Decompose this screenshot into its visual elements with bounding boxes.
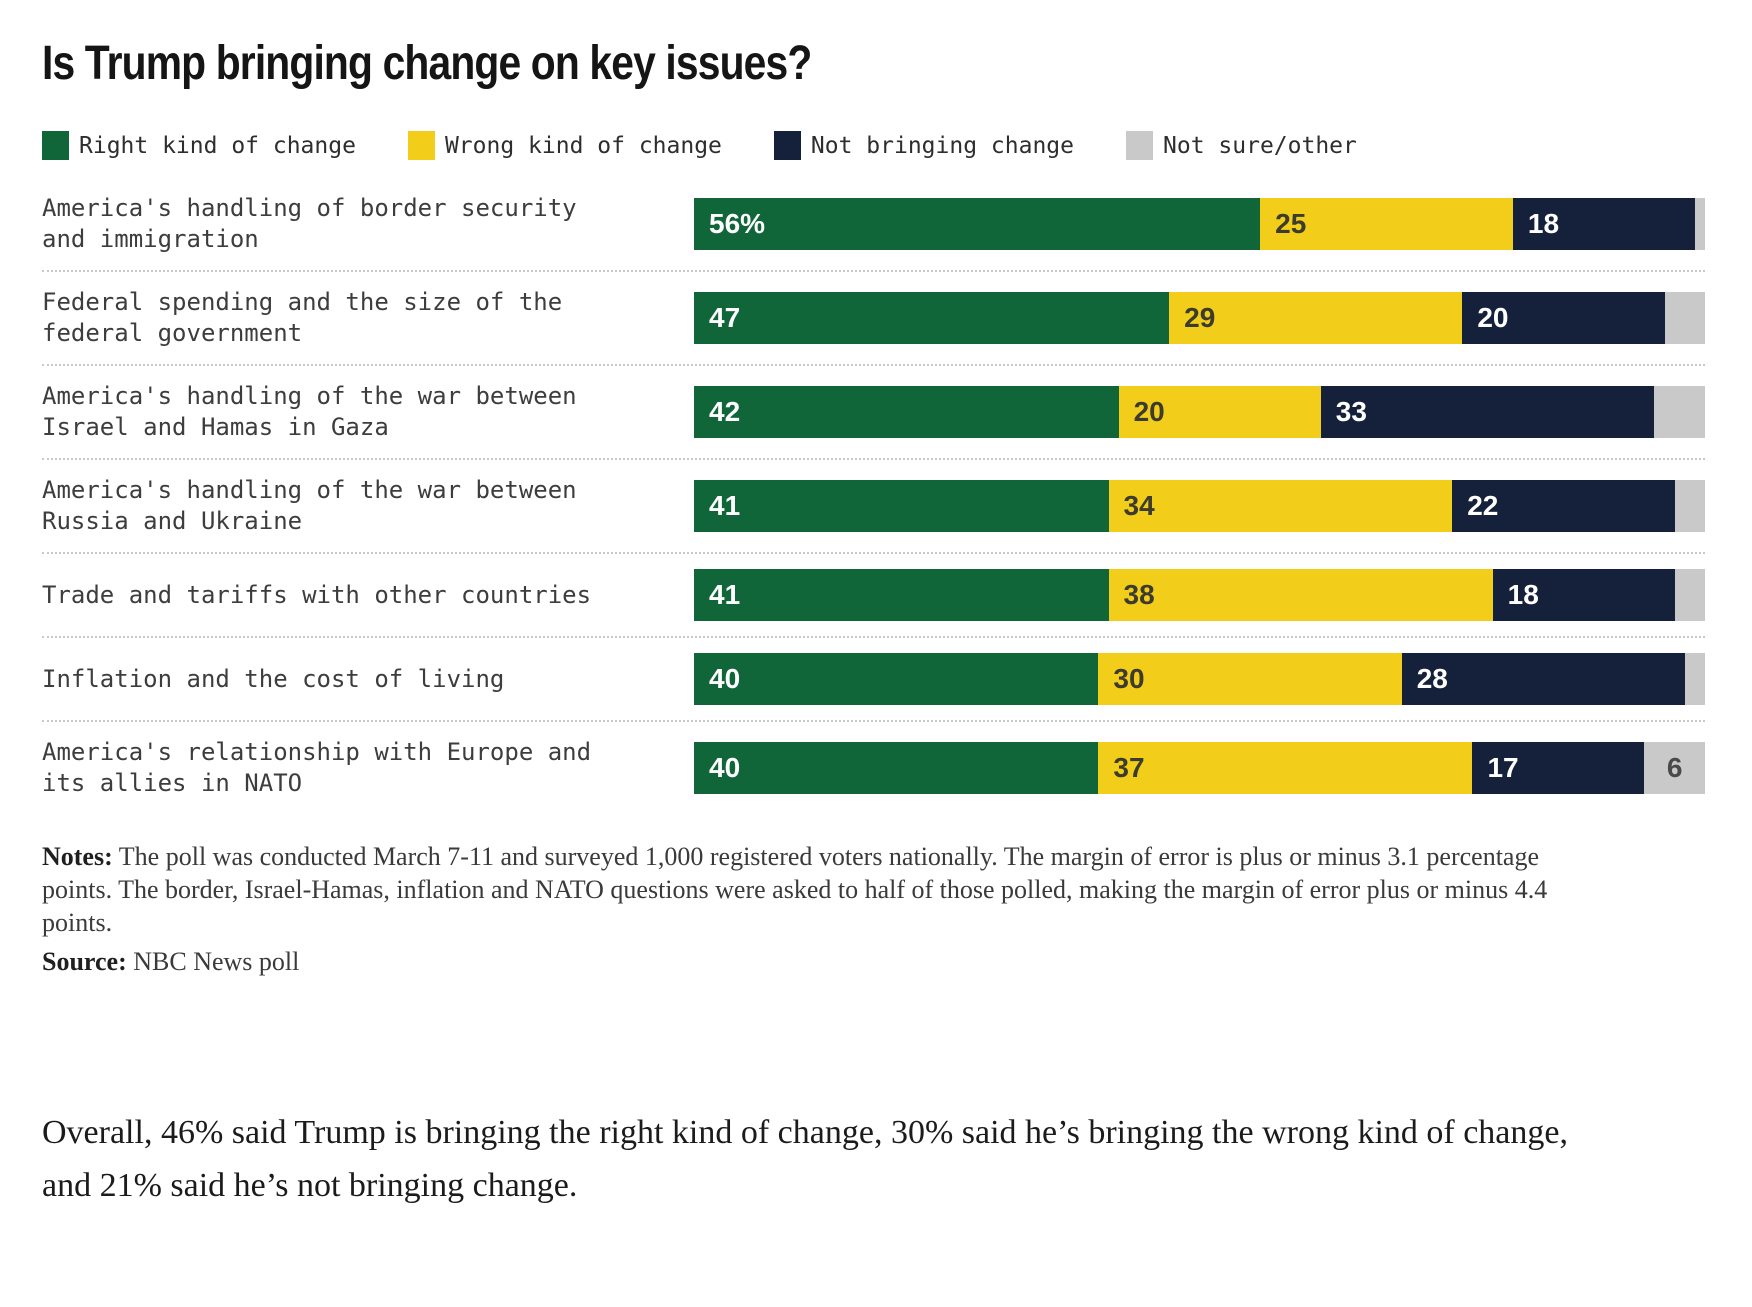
bar-segment-wrong-kind: 34 [1108, 480, 1453, 532]
segment-value-label: 40 [709, 663, 741, 694]
bar-segment-wrong-kind: 30 [1098, 653, 1402, 705]
chart-row-inflation: Inflation and the cost of living 40 30 2… [42, 636, 1705, 720]
bar-segment-wrong-kind: 37 [1098, 742, 1473, 794]
legend-item-wrong-kind-of-change: Wrong kind of change [407, 131, 722, 160]
bar-segment-wrong-kind: 29 [1169, 292, 1463, 344]
stacked-bar: 41 38 18 [694, 569, 1705, 621]
bar-segment-not-bringing: 18 [1492, 569, 1675, 621]
bar-segment-wrong-kind: 25 [1260, 198, 1513, 250]
segment-value-label: 28 [1416, 663, 1448, 694]
row-label: Federal spending and the size of the fed… [42, 288, 563, 347]
segment-value-label: 41 [709, 490, 741, 521]
bar-segment-not-bringing: 17 [1472, 742, 1645, 794]
bar-segment-not-bringing: 33 [1320, 386, 1655, 438]
bar-segment-not-bringing: 28 [1401, 653, 1685, 705]
legend-item-right-kind-of-change: Right kind of change [42, 131, 356, 160]
row-label: America's handling of the war between Is… [42, 382, 577, 441]
segment-value-label: 41 [709, 579, 741, 610]
bar-segment-not-sure [1664, 292, 1705, 344]
bar-segment-not-bringing: 18 [1512, 198, 1695, 250]
stacked-bar-chart: America's handling of border security an… [42, 178, 1705, 814]
stacked-bar: 41 34 22 [694, 480, 1705, 532]
source-text: Source: NBC News poll [42, 947, 300, 976]
legend-item-not-bringing-change: Not bringing change [773, 131, 1075, 160]
segment-value-label: 18 [1527, 208, 1560, 239]
segment-value-label: 17 [1487, 752, 1519, 783]
notes-label: Notes: [42, 842, 113, 871]
segment-value-label: 30 [1113, 663, 1145, 694]
segment-value-label: 42 [709, 396, 741, 427]
row-label: America's relationship with Europe and i… [42, 738, 592, 797]
row-label: America's handling of the war between Ru… [42, 476, 577, 535]
chart-row-border-security: America's handling of border security an… [42, 178, 1705, 270]
bar-segment-not-bringing: 20 [1462, 292, 1665, 344]
legend-label: Right kind of change [79, 132, 356, 159]
segment-value-label: 37 [1113, 752, 1145, 783]
stacked-bar: 40 37 17 6 [694, 742, 1705, 794]
segment-value-label: 18 [1507, 579, 1539, 610]
bar-segment-not-sure [1684, 653, 1705, 705]
segment-value-label: 25 [1275, 208, 1307, 239]
notes-block: Notes: The poll was conducted March 7-11… [42, 840, 1557, 978]
segment-value-label: 29 [1184, 302, 1216, 333]
chart-row-israel-hamas: America's handling of the war between Is… [42, 364, 1705, 458]
segment-value-label: 56% [709, 208, 766, 239]
legend-item-not-sure-other: Not sure/other [1126, 131, 1357, 160]
chart-row-nato: America's relationship with Europe and i… [42, 720, 1705, 814]
legend-swatch-navy [773, 131, 801, 160]
row-label: America's handling of border security an… [42, 194, 577, 253]
stacked-bar: 40 30 28 [694, 653, 1705, 705]
bar-segment-right-kind: 41 [694, 480, 1109, 532]
segment-value-label: 38 [1123, 579, 1155, 610]
source-label: Source: [42, 947, 127, 976]
bar-segment-right-kind: 41 [694, 569, 1109, 621]
bar-segment-right-kind: 42 [694, 386, 1119, 438]
legend-label: Wrong kind of change [444, 132, 722, 159]
chart-row-federal-spending: Federal spending and the size of the fed… [42, 270, 1705, 364]
bar-segment-right-kind: 40 [694, 742, 1099, 794]
segment-value-label: 22 [1467, 490, 1499, 521]
segment-value-label: 6 [1666, 752, 1683, 783]
chart-row-trade-tariffs: Trade and tariffs with other countries 4… [42, 552, 1705, 636]
bar-segment-not-bringing: 22 [1452, 480, 1675, 532]
bar-segment-not-sure [1674, 480, 1705, 532]
bar-segment-right-kind: 40 [694, 653, 1099, 705]
bar-segment-right-kind: 47 [694, 292, 1170, 344]
bar-segment-not-sure [1694, 198, 1705, 250]
legend: Right kind of change Wrong kind of chang… [42, 131, 1704, 160]
chart-row-russia-ukraine: America's handling of the war between Ru… [42, 458, 1705, 552]
segment-value-label: 33 [1335, 396, 1367, 427]
bar-segment-wrong-kind: 20 [1118, 386, 1321, 438]
legend-label: Not sure/other [1163, 132, 1357, 159]
stacked-bar: 42 20 33 [694, 386, 1705, 438]
bar-segment-wrong-kind: 38 [1108, 569, 1493, 621]
legend-swatch-gray [1126, 131, 1154, 160]
segment-value-label: 20 [1477, 302, 1509, 333]
bar-segment-not-sure: 6 [1644, 742, 1705, 794]
bar-segment-not-sure [1674, 569, 1705, 621]
chart-page: Is Trump bringing change on key issues? … [42, 37, 1705, 1204]
legend-swatch-green [42, 131, 69, 160]
legend-label: Not bringing change [810, 132, 1075, 159]
segment-value-label: 20 [1133, 396, 1165, 427]
bar-segment-right-kind: 56% [694, 198, 1261, 250]
notes-text: Notes: The poll was conducted March 7-11… [42, 842, 1548, 937]
row-label: Inflation and the cost of living [42, 664, 505, 693]
page-title: Is Trump bringing change on key issues? [42, 37, 812, 90]
segment-value-label: 40 [709, 752, 741, 783]
segment-value-label: 47 [709, 302, 741, 333]
legend-swatch-yellow [407, 131, 435, 160]
stacked-bar: 56% 25 18 [694, 198, 1705, 250]
segment-value-label: 34 [1123, 490, 1155, 521]
row-label: Trade and tariffs with other countries [42, 580, 592, 609]
bar-segment-not-sure [1654, 386, 1705, 438]
stacked-bar: 47 29 20 [694, 292, 1705, 344]
summary-text: Overall, 46% said Trump is bringing the … [42, 1114, 1568, 1204]
